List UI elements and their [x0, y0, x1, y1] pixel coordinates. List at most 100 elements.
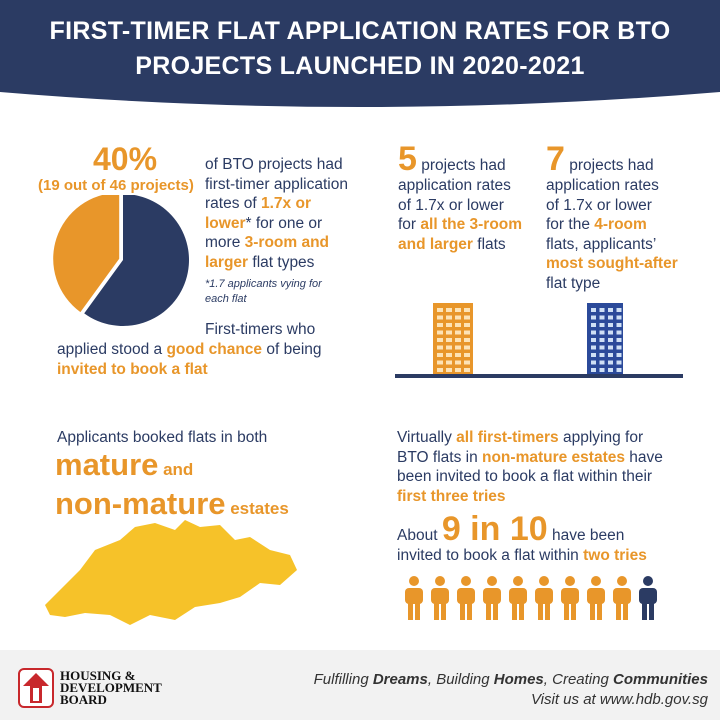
building-navy-icon — [587, 303, 623, 375]
window — [599, 330, 605, 335]
window — [446, 315, 452, 320]
window — [616, 368, 622, 372]
window — [608, 360, 613, 365]
website-link[interactable]: Visit us at www.hdb.gov.sg — [530, 691, 708, 708]
window — [608, 308, 613, 312]
window — [616, 345, 622, 350]
person-icon — [509, 576, 527, 620]
window — [591, 338, 596, 342]
window — [437, 360, 443, 365]
window — [455, 315, 461, 320]
window — [446, 323, 452, 327]
window — [437, 353, 443, 357]
hdb-logo-text: HOUSING & DEVELOPMENT BOARD — [60, 668, 162, 707]
window — [455, 353, 461, 357]
window — [464, 323, 470, 327]
stat3-text: 7 projects had application rates of 1.7x … — [546, 140, 678, 292]
stat2-text: 5 projects had application rates of 1.7x … — [398, 140, 523, 253]
window — [446, 360, 452, 365]
window — [599, 315, 605, 320]
window — [464, 330, 470, 335]
person-icon — [483, 576, 501, 620]
window — [599, 360, 605, 365]
window — [591, 360, 596, 365]
window — [464, 353, 470, 357]
window — [608, 368, 613, 372]
person-icon — [457, 576, 475, 620]
stat-percent: 40% — [92, 141, 158, 177]
window — [591, 368, 596, 372]
person-icon — [613, 576, 631, 620]
person-icon — [639, 576, 657, 620]
window — [464, 368, 470, 372]
window — [599, 308, 605, 312]
window — [455, 345, 461, 350]
window — [608, 353, 613, 357]
stat-sub: (19 out of 46 projects) — [38, 177, 194, 194]
window — [464, 308, 470, 312]
window — [446, 338, 452, 342]
window — [446, 330, 452, 335]
window — [608, 345, 613, 350]
pie-slice-navy — [84, 195, 189, 326]
window — [455, 338, 461, 342]
window — [616, 323, 622, 327]
nine-in-ten: About 9 in 10 have been invited to book … — [397, 510, 647, 564]
buildings-illustration — [395, 303, 683, 378]
window — [446, 345, 452, 350]
window — [591, 345, 596, 350]
window — [446, 308, 452, 312]
page-title: FIRST-TIMER FLAT APPLICATION RATES FOR B… — [49, 17, 671, 80]
header-banner — [0, 0, 720, 107]
window — [455, 360, 461, 365]
window — [616, 353, 622, 357]
window — [464, 360, 470, 365]
people-icons — [405, 576, 657, 620]
pie-chart — [53, 195, 189, 326]
window — [599, 353, 605, 357]
window — [591, 353, 596, 357]
window — [455, 323, 461, 327]
window — [616, 360, 622, 365]
window — [464, 315, 470, 320]
person-icon — [587, 576, 605, 620]
window — [437, 338, 443, 342]
conclusion: applied stood a good chance of being inv… — [57, 341, 322, 378]
window — [591, 330, 596, 335]
person-icon — [535, 576, 553, 620]
person-icon — [561, 576, 579, 620]
window — [446, 353, 452, 357]
window — [437, 368, 443, 372]
window — [437, 330, 443, 335]
hdb-logo-icon — [18, 668, 54, 708]
window — [455, 330, 461, 335]
window — [608, 323, 613, 327]
window — [608, 315, 613, 320]
window — [464, 345, 470, 350]
footnote: *1.7 applicants vying for each flat — [205, 278, 322, 305]
window — [464, 338, 470, 342]
window — [437, 323, 443, 327]
conclusion-line1: First-timers who — [205, 321, 316, 338]
person-icon — [431, 576, 449, 620]
stat1-text: of BTO projects had first-timer applicati… — [205, 156, 348, 271]
estates-intro: Applicants booked flats in both — [57, 429, 268, 446]
window — [616, 308, 622, 312]
window — [446, 368, 452, 372]
window — [608, 338, 613, 342]
window — [591, 323, 596, 327]
window — [599, 368, 605, 372]
footer — [0, 650, 720, 720]
slogan: Fulfilling Dreams, Building Homes, Creat… — [313, 671, 708, 708]
window — [437, 345, 443, 350]
window — [591, 315, 596, 320]
singapore-map-icon — [45, 520, 297, 625]
person-icon — [405, 576, 423, 620]
building-orange-icon — [433, 303, 473, 375]
window — [616, 338, 622, 342]
window — [608, 330, 613, 335]
window — [599, 345, 605, 350]
window — [455, 368, 461, 372]
window — [455, 308, 461, 312]
tries-text: Virtually all first-timers applying for … — [397, 429, 663, 505]
